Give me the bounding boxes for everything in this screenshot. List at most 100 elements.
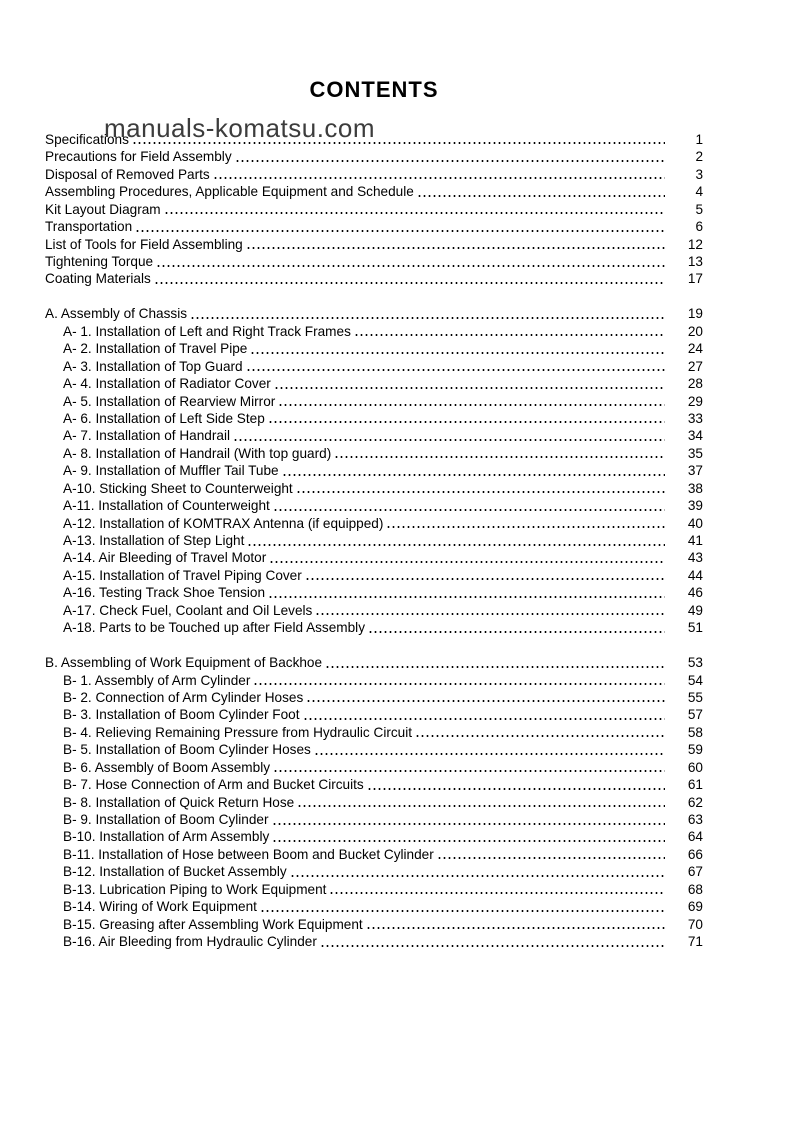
toc-entry-label: B-10. Installation of Arm Assembly <box>63 829 270 845</box>
dot-leader <box>366 776 665 794</box>
toc-entry: B- 3. Installation of Boom Cylinder Foot… <box>45 706 703 724</box>
toc-entry-page: 44 <box>687 567 703 583</box>
toc-entry-label: A- 4. Installation of Radiator Cover <box>63 376 271 392</box>
toc-entry-page: 69 <box>687 899 703 915</box>
toc-entry-label: B- 7. Hose Connection of Arm and Bucket … <box>63 777 364 793</box>
toc-entry-page: 3 <box>695 166 703 182</box>
toc-entry: B- 2. Connection of Arm Cylinder Hoses 5… <box>45 689 703 707</box>
toc-entry: A- 7. Installation of Handrail 34 <box>45 427 703 445</box>
toc-entry-label: A-10. Sticking Sheet to Counterweight <box>63 480 293 496</box>
toc-entry: B-14. Wiring of Work Equipment 69 <box>45 898 703 916</box>
dot-leader <box>368 619 665 637</box>
toc-front-matter: Specifications 1 Precautions for Field A… <box>45 131 703 288</box>
toc-entry-label: A- 9. Installation of Muffler Tail Tube <box>63 463 279 479</box>
toc-entry-label: Precautions for Field Assembly <box>45 149 232 165</box>
toc-entry-label: B- 9. Installation of Boom Cylinder <box>63 812 269 828</box>
dot-leader <box>163 200 665 219</box>
dot-leader <box>156 253 665 271</box>
toc-entry-label: A- 6. Installation of Left Side Step <box>63 410 265 426</box>
toc-entry: A-14. Air Bleeding of Travel Motor 43 <box>45 549 703 567</box>
dot-leader <box>334 444 665 463</box>
dot-leader <box>278 392 665 410</box>
toc-entry-label: A-13. Installation of Step Light <box>63 533 245 549</box>
toc-entry-page: 55 <box>687 689 703 705</box>
toc-entry-label: B-12. Installation of Bucket Assembly <box>63 864 287 880</box>
dot-leader <box>416 183 665 201</box>
toc-entry: B- 7. Hose Connection of Arm and Bucket … <box>45 776 703 794</box>
toc-entry: A- 4. Installation of Radiator Cover 28 <box>45 375 703 393</box>
toc-entry-page: 70 <box>687 916 703 932</box>
toc-entry-page: 40 <box>687 515 703 531</box>
toc-section-a-items: A- 1. Installation of Left and Right Tra… <box>45 322 703 637</box>
toc-entry-page: 33 <box>687 410 703 426</box>
toc-entry-page: 34 <box>687 428 703 444</box>
toc-entry-label: A- 5. Installation of Rearview Mirror <box>63 393 276 409</box>
toc-entry: A- 2. Installation of Travel Pipe 24 <box>45 340 703 358</box>
toc-entry-page: 19 <box>687 306 703 322</box>
toc-entry-label: B-15. Greasing after Assembling Work Equ… <box>63 916 363 932</box>
dot-leader <box>233 427 665 445</box>
toc-entry-page: 28 <box>687 376 703 392</box>
toc-entry-page: 49 <box>687 602 703 618</box>
toc-entry: Kit Layout Diagram 5 <box>45 200 703 219</box>
toc-entry-page: 54 <box>687 672 703 688</box>
toc-entry: A-15. Installation of Travel Piping Cove… <box>45 566 703 585</box>
toc-entry-page: 62 <box>687 794 703 810</box>
toc-entry-page: 4 <box>695 184 703 200</box>
toc-entry: Transportation 6 <box>45 218 703 236</box>
dot-leader <box>325 654 665 672</box>
toc-entry-page: 57 <box>687 707 703 723</box>
dot-leader <box>295 479 665 498</box>
toc-entry-page: 60 <box>687 759 703 775</box>
dot-leader <box>302 706 665 724</box>
toc-entry: B- 8. Installation of Quick Return Hose … <box>45 793 703 812</box>
dot-leader <box>212 165 665 184</box>
toc-entry: B-16. Air Bleeding from Hydraulic Cylind… <box>45 933 703 951</box>
dot-leader <box>315 601 665 620</box>
dot-leader <box>245 235 665 254</box>
dot-leader <box>306 689 665 707</box>
toc-entry-label: B-14. Wiring of Work Equipment <box>63 899 257 915</box>
toc-entry: B- 9. Installation of Boom Cylinder 63 <box>45 811 703 829</box>
toc-entry-label: A-14. Air Bleeding of Travel Motor <box>63 550 267 566</box>
dot-leader <box>190 305 665 323</box>
toc-entry-label: A- 7. Installation of Handrail <box>63 428 230 444</box>
dot-leader <box>415 723 665 742</box>
dot-leader <box>365 915 665 934</box>
toc-entry-page: 41 <box>687 533 703 549</box>
dot-leader <box>319 933 665 951</box>
dot-leader <box>273 375 665 393</box>
toc-entry: Tightening Torque 13 <box>45 253 703 271</box>
toc-entry-page: 43 <box>687 550 703 566</box>
toc-entry: B-15. Greasing after Assembling Work Equ… <box>45 915 703 934</box>
toc-entry-page: 38 <box>687 480 703 496</box>
toc-entry: B-11. Installation of Hose between Boom … <box>45 845 703 864</box>
dot-leader <box>135 218 665 236</box>
dot-leader <box>267 410 665 428</box>
dot-leader <box>436 845 665 864</box>
toc-entry: B- 4. Relieving Remaining Pressure from … <box>45 723 703 742</box>
toc-entry: B-10. Installation of Arm Assembly 64 <box>45 828 703 846</box>
toc-entry-label: Transportation <box>45 219 133 235</box>
dot-leader <box>272 497 665 515</box>
toc-entry-label: A-18. Parts to be Touched up after Field… <box>63 620 365 636</box>
toc-entry: List of Tools for Field Assembling 12 <box>45 235 703 254</box>
toc-entry-page: 2 <box>695 149 703 165</box>
dot-leader <box>272 828 665 846</box>
table-of-contents: Specifications 1 Precautions for Field A… <box>45 131 703 951</box>
toc-entry-label: B. Assembling of Work Equipment of Backh… <box>45 655 323 671</box>
toc-entry-label: A-17. Check Fuel, Coolant and Oil Levels <box>63 602 313 618</box>
toc-entry-page: 53 <box>687 655 703 671</box>
toc-entry-page: 24 <box>687 341 703 357</box>
dot-leader <box>273 758 665 777</box>
toc-entry-label: Disposal of Removed Parts <box>45 166 210 182</box>
toc-entry-page: 64 <box>687 829 703 845</box>
toc-entry-page: 39 <box>687 498 703 514</box>
toc-section-a: A. Assembly of Chassis 19 A- 1. Installa… <box>45 305 703 637</box>
dot-leader <box>234 148 665 166</box>
dot-leader <box>304 566 665 585</box>
toc-entry: A- 3. Installation of Top Guard 27 <box>45 357 703 376</box>
dot-leader <box>245 357 665 376</box>
dot-leader <box>271 811 665 829</box>
